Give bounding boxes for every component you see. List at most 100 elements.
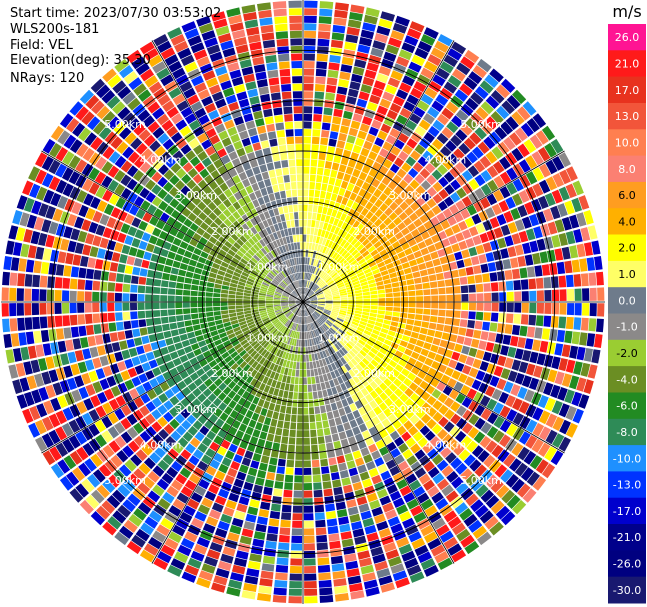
gate-cell — [322, 206, 328, 215]
gate-cell — [318, 152, 326, 161]
gate-cell — [483, 136, 496, 150]
gate-cell — [311, 274, 315, 282]
gate-cell — [318, 261, 324, 269]
gate-cell — [313, 197, 319, 205]
gate-cell — [403, 101, 416, 112]
gate-cell — [325, 191, 332, 200]
gate-cell — [326, 223, 333, 232]
gate-cell — [330, 123, 340, 132]
gate-cell — [370, 237, 379, 245]
gate-cell — [471, 213, 482, 225]
gate-cell — [360, 226, 368, 235]
gate-cell — [361, 164, 371, 174]
ray-16 — [303, 101, 537, 302]
gate-cell — [344, 224, 352, 233]
gate-cell — [394, 206, 404, 216]
gate-cell — [388, 236, 398, 245]
gate-cell — [309, 182, 316, 190]
gate-cell — [505, 116, 519, 131]
gate-cell — [420, 34, 436, 46]
velocity-rays — [1, 0, 605, 604]
gate-cell — [460, 123, 473, 136]
gate-cell — [316, 291, 323, 296]
gate-cell — [388, 212, 398, 221]
gate-cell — [311, 258, 315, 266]
gate-cell — [384, 197, 394, 207]
gate-cell — [371, 144, 381, 154]
gate-cell — [344, 215, 352, 224]
gate-cell — [507, 221, 518, 234]
gate-cell — [525, 228, 536, 241]
gate-cell — [500, 78, 516, 93]
gate-cell — [336, 245, 343, 253]
gate-cell — [475, 244, 485, 255]
gate-cell — [303, 151, 311, 159]
gate-cell — [316, 53, 328, 62]
gate-cell — [424, 237, 434, 247]
gate-cell — [413, 106, 426, 118]
gate-cell — [421, 275, 430, 283]
gate-cell — [505, 196, 516, 209]
gate-cell — [314, 276, 319, 283]
gate-cell — [463, 137, 476, 150]
gate-cell — [312, 275, 317, 282]
gate-cell — [456, 62, 471, 76]
gate-cell — [521, 216, 532, 229]
colorbar-tick-label: 0.0 — [618, 294, 636, 307]
gate-cell — [420, 247, 430, 256]
gate-cell — [404, 232, 414, 242]
gate-cell — [537, 147, 551, 162]
gate-cell — [310, 273, 314, 281]
gate-cell — [352, 144, 362, 154]
gate-cell — [576, 212, 587, 227]
gate-cell — [386, 152, 397, 163]
gate-cell — [397, 222, 407, 231]
gate-cell — [414, 173, 425, 185]
gate-cell — [321, 122, 331, 131]
gate-cell — [390, 70, 404, 81]
gate-cell — [426, 186, 437, 197]
gate-cell — [392, 287, 400, 293]
gate-cell — [318, 280, 324, 286]
colorbar-tick-label: -8.0 — [616, 426, 637, 439]
gate-cell — [340, 156, 349, 166]
gate-cell — [517, 143, 530, 158]
gate-cell — [371, 178, 381, 188]
ray-11 — [303, 49, 480, 302]
gate-cell — [303, 287, 305, 295]
gate-cell — [418, 119, 431, 131]
gate-cell — [369, 214, 378, 224]
gate-cell — [358, 188, 367, 198]
gate-cell — [346, 26, 360, 36]
gate-cell — [389, 272, 398, 279]
gate-cell — [358, 171, 368, 181]
colorbar-tick-label: -10.0 — [613, 452, 641, 465]
gate-cell — [344, 280, 352, 286]
gate-cell — [458, 240, 468, 250]
gate-cell — [388, 191, 399, 201]
gate-cell — [318, 23, 331, 32]
gate-cell — [325, 92, 336, 101]
gate-cell — [417, 40, 432, 53]
gate-cell — [461, 196, 473, 207]
gate-cell — [308, 291, 314, 297]
gate-cell — [306, 234, 310, 242]
gate-cell — [347, 269, 355, 276]
gate-cell — [373, 272, 382, 279]
gate-cell — [373, 80, 386, 91]
gate-cell — [384, 207, 393, 217]
gate-cell — [455, 161, 467, 174]
gate-cell — [430, 47, 446, 60]
gate-cell — [366, 101, 378, 112]
gate-cell — [580, 227, 591, 242]
gate-cell — [311, 243, 316, 251]
gate-cell — [453, 212, 464, 223]
gate-cell — [569, 245, 579, 259]
gate-cell — [421, 191, 432, 202]
gate-cell — [392, 259, 401, 267]
gate-cell — [370, 290, 378, 295]
gate-cell — [394, 264, 403, 272]
gate-cell — [434, 40, 449, 53]
gate-cell — [341, 273, 349, 280]
gate-cell — [484, 74, 499, 88]
